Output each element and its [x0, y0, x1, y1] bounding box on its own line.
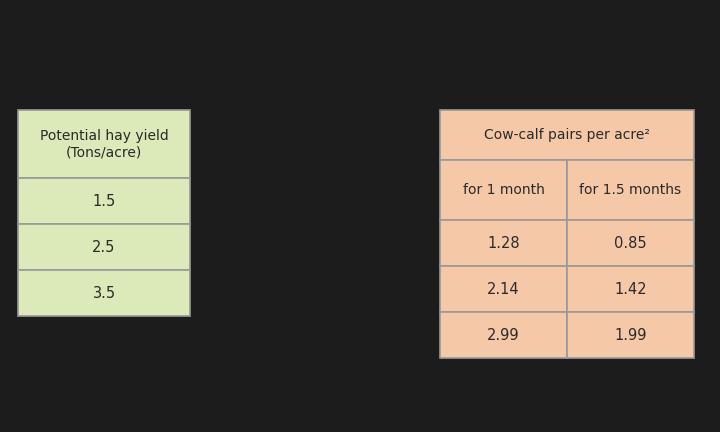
Bar — [440, 110, 694, 160]
Text: Cow-calf pairs per acre²: Cow-calf pairs per acre² — [484, 128, 650, 142]
Bar — [567, 220, 694, 266]
Text: for 1 month: for 1 month — [462, 183, 544, 197]
Bar — [567, 160, 694, 220]
Text: Potential hay yield
(Tons/acre): Potential hay yield (Tons/acre) — [40, 129, 168, 159]
Text: for 1.5 months: for 1.5 months — [580, 183, 682, 197]
Text: 1.42: 1.42 — [614, 282, 647, 296]
Text: 0.85: 0.85 — [614, 235, 647, 251]
Bar — [567, 266, 694, 312]
Text: 1.28: 1.28 — [487, 235, 520, 251]
Text: 3.5: 3.5 — [92, 286, 116, 301]
Text: 1.99: 1.99 — [614, 327, 647, 343]
Text: 2.5: 2.5 — [92, 239, 116, 254]
Bar — [567, 312, 694, 358]
Text: 2.14: 2.14 — [487, 282, 520, 296]
Bar — [440, 220, 567, 266]
Bar — [18, 224, 190, 270]
Bar — [440, 312, 567, 358]
Bar — [440, 266, 567, 312]
Bar — [18, 178, 190, 224]
Text: 1.5: 1.5 — [92, 194, 116, 209]
Bar — [440, 160, 567, 220]
Bar — [18, 110, 190, 178]
Bar — [18, 270, 190, 316]
Text: 2.99: 2.99 — [487, 327, 520, 343]
